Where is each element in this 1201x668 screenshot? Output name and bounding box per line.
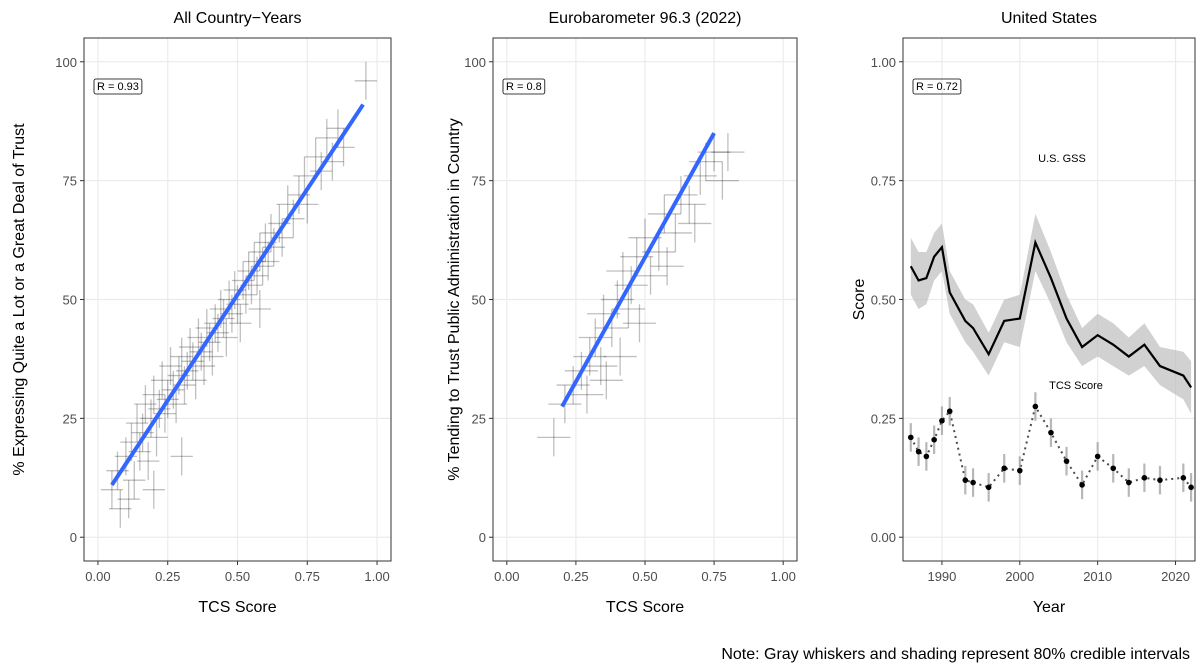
panel-title: Eurobarometer 96.3 (2022) [549, 10, 742, 27]
point [1017, 467, 1023, 474]
y-axis-title: Score [851, 279, 868, 321]
point [1157, 477, 1163, 483]
x-tick-label: 0.50 [225, 569, 250, 584]
annotation: R = 0.93 [97, 81, 139, 93]
plot-marks [100, 61, 378, 528]
point [970, 479, 976, 486]
x-tick-label: 0.00 [85, 569, 110, 584]
fit-line [110, 103, 365, 487]
point [1141, 474, 1148, 481]
annotation: R = 0.72 [916, 81, 958, 93]
y-tick-label: 75 [472, 174, 486, 189]
x-tick-label: 1990 [927, 569, 956, 584]
y-axis-title: % Expressing Quite a Lot or a Great Deal… [11, 123, 28, 476]
x-tick-label: 0.75 [295, 569, 320, 584]
annotation-box [502, 78, 546, 95]
y-tick-label: 0.00 [871, 530, 896, 545]
series-line [909, 238, 1193, 389]
x-axis-title: TCS Score [606, 599, 684, 616]
x-tick-label: 0.25 [155, 569, 180, 584]
panel-title: United States [1001, 10, 1097, 27]
y-tick-label: 75 [63, 174, 77, 189]
panel-border [902, 37, 1196, 562]
y-tick-label: 100 [464, 55, 486, 70]
y-tick-label: 0 [70, 530, 77, 545]
point [1126, 479, 1132, 486]
annotation-box [912, 78, 962, 95]
point [946, 408, 953, 415]
x-tick-label: 1.00 [771, 569, 796, 584]
point [962, 477, 969, 483]
x-tick-label: 2020 [1161, 569, 1190, 584]
panel-border [492, 37, 798, 562]
point [923, 453, 930, 460]
x-tick-label: 0.75 [701, 569, 726, 584]
x-tick-label: 1.00 [364, 569, 389, 584]
credible-band [910, 213, 1192, 414]
series-label: TCS Score [1049, 380, 1103, 392]
y-tick-label: 1.00 [871, 55, 896, 70]
point [939, 417, 945, 424]
point [1079, 482, 1085, 488]
point [1094, 453, 1101, 460]
point [1110, 465, 1117, 472]
x-tick-label: 0.00 [494, 569, 519, 584]
y-tick-label: 0 [479, 530, 486, 545]
x-axis-title: TCS Score [198, 599, 276, 616]
y-tick-label: 50 [472, 293, 486, 308]
point [931, 436, 937, 443]
point [1063, 458, 1070, 464]
y-tick-label: 50 [63, 293, 77, 308]
point [1001, 465, 1008, 472]
point [1032, 403, 1039, 410]
y-tick-label: 0.25 [871, 411, 896, 426]
point [1180, 474, 1187, 481]
plot-marks [907, 213, 1194, 502]
annotation-box [93, 78, 143, 95]
y-tick-label: 100 [55, 55, 77, 70]
panel-border [83, 37, 392, 562]
x-tick-label: 0.25 [563, 569, 588, 584]
plot-marks [537, 132, 745, 457]
point [907, 434, 914, 441]
x-tick-label: 0.50 [632, 569, 657, 584]
panel-title: All Country−Years [174, 10, 302, 27]
y-tick-label: 25 [472, 411, 486, 426]
note: Note: Gray whiskers and shading represen… [721, 646, 1190, 663]
y-tick-label: 0.50 [871, 293, 896, 308]
x-axis-title: Year [1033, 599, 1066, 616]
x-tick-label: 2010 [1083, 569, 1112, 584]
fit-line [560, 132, 716, 408]
annotation: R = 0.8 [506, 81, 542, 93]
series-line [909, 403, 1192, 489]
series-label: U.S. GSS [1038, 153, 1086, 165]
y-tick-label: 0.75 [871, 174, 896, 189]
x-tick-label: 2000 [1005, 569, 1034, 584]
point [1188, 484, 1194, 491]
point [985, 484, 992, 491]
y-tick-label: 25 [63, 411, 77, 426]
point [915, 448, 922, 455]
point [1048, 429, 1054, 436]
y-axis-title: % Tending to Trust Public Administration… [446, 118, 463, 481]
